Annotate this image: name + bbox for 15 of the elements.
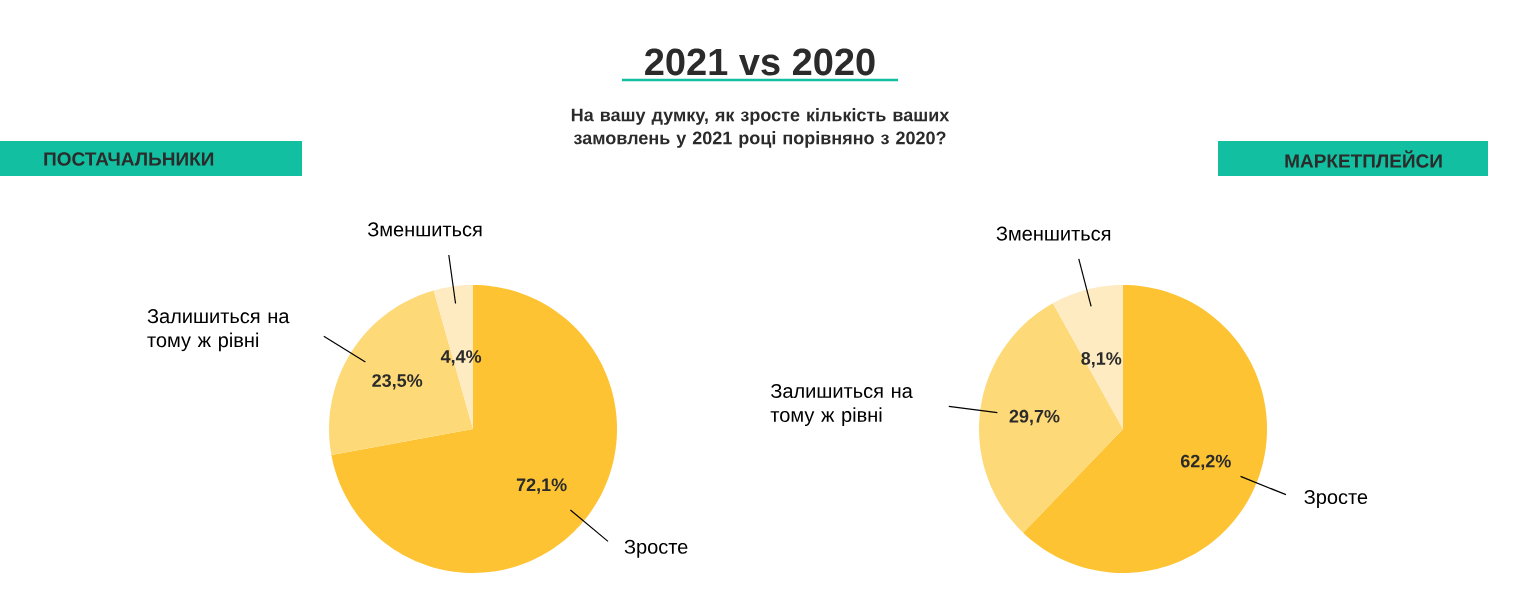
slice-label: Зросте [1304,489,1368,509]
data-label: 23,5% [372,374,423,390]
slice-label: Зменшиться [996,226,1111,241]
slice-label: Залишиться на тому ж рівні [770,383,913,426]
chart-title: ПОСТАЧАЛЬНИКИ [44,152,214,166]
data-label: 29,7% [1009,409,1060,426]
data-label: 62,2% [1180,454,1231,471]
slice-label: Зменшиться [367,222,482,237]
chart-title: МАРКЕТПЛЕЙСИ [1285,150,1442,168]
text: 2021 vs 2020 [645,48,875,76]
slice-label: Залишиться на тому ж рівні [147,309,290,352]
text: На вашу думку, як зросте кількість ваших замовлень у 2021 році порівняно з 2020? [571,108,950,148]
slice-label: Зросте [624,539,688,558]
data-label: 8,1% [1081,352,1122,368]
data-label: 72,1% [516,478,567,494]
